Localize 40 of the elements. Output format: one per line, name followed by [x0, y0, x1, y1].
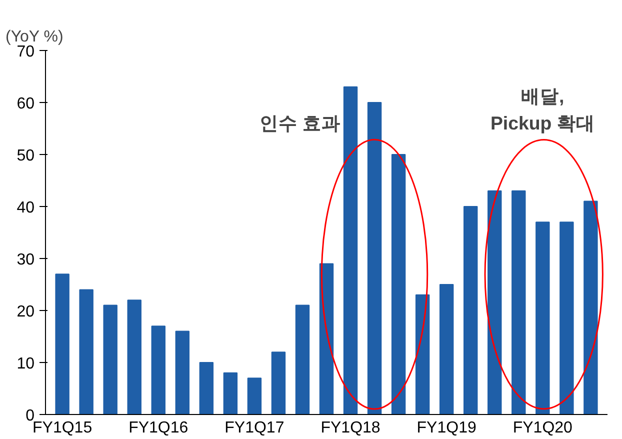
y-axis-title: (YoY %): [6, 28, 64, 46]
x-tick-label: FY1Q19: [416, 420, 476, 436]
bar: [79, 289, 94, 414]
bar: [464, 206, 478, 414]
bar: [536, 222, 550, 414]
bar: [367, 102, 382, 414]
x-tick-label: FY1Q17: [224, 420, 284, 436]
y-tick-label: 30: [16, 252, 35, 268]
bar: [512, 190, 526, 414]
bar: [55, 274, 70, 414]
bar: [175, 330, 190, 414]
bar: [488, 190, 502, 414]
x-tick-label: FY1Q16: [128, 420, 188, 436]
y-tick-label: 0: [26, 408, 35, 424]
bar: [247, 378, 262, 414]
y-tick-label: 20: [16, 304, 35, 320]
x-tick-label: FY1Q20: [512, 420, 573, 436]
y-tick-label: 50: [16, 148, 35, 164]
bar: [391, 154, 406, 414]
y-tick-label: 40: [16, 200, 35, 216]
bar: [415, 294, 430, 414]
bar: [223, 372, 238, 414]
x-tick-label: FY1Q15: [32, 420, 92, 436]
y-tick-label: 70: [16, 44, 35, 60]
annotation: 인수 효과: [259, 112, 341, 134]
bar: [199, 362, 214, 414]
bar: [439, 284, 454, 414]
bar: [271, 352, 286, 414]
annotation: 배달, Pickup 확대: [490, 85, 595, 134]
bar: [295, 304, 310, 414]
x-tick-label: FY1Q18: [320, 420, 380, 436]
bar: [584, 200, 598, 414]
bar: [560, 222, 574, 414]
bar: [343, 86, 358, 414]
bar: [127, 300, 142, 414]
bar: [151, 326, 166, 414]
bar: [103, 304, 118, 414]
y-tick-label: 10: [16, 356, 35, 372]
bar: [319, 263, 334, 414]
y-tick-label: 60: [16, 96, 35, 112]
